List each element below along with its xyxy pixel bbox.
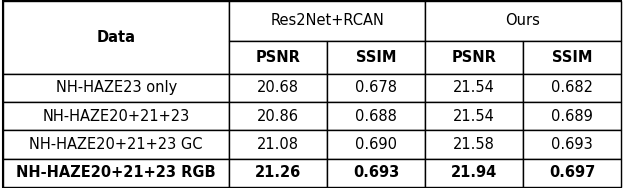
Bar	[425, 1, 621, 41]
Text: 0.689: 0.689	[551, 109, 593, 124]
Text: NH-HAZE20+21+23 RGB: NH-HAZE20+21+23 RGB	[16, 165, 216, 180]
Text: 21.26: 21.26	[255, 165, 301, 180]
Bar	[425, 74, 523, 102]
Bar	[229, 74, 327, 102]
Text: 0.690: 0.690	[355, 137, 397, 152]
Text: Data: Data	[97, 30, 135, 45]
Bar	[523, 102, 621, 130]
Text: Res2Net+RCAN: Res2Net+RCAN	[270, 14, 384, 28]
Bar	[425, 41, 523, 74]
Bar	[3, 130, 229, 159]
Bar	[425, 130, 523, 159]
Text: PSNR: PSNR	[256, 50, 301, 65]
Text: Ours: Ours	[505, 14, 540, 28]
Text: 21.54: 21.54	[453, 109, 495, 124]
Bar	[327, 74, 425, 102]
Bar	[3, 102, 229, 130]
Bar	[327, 102, 425, 130]
Text: 20.86: 20.86	[257, 109, 300, 124]
Text: 0.693: 0.693	[353, 165, 399, 180]
Bar	[425, 159, 523, 187]
Bar	[229, 102, 327, 130]
Bar	[3, 1, 229, 74]
Text: 21.94: 21.94	[451, 165, 497, 180]
Bar	[327, 159, 425, 187]
Bar	[523, 74, 621, 102]
Bar	[3, 159, 229, 187]
Text: 0.682: 0.682	[551, 80, 593, 95]
Bar	[523, 159, 621, 187]
Text: 0.693: 0.693	[551, 137, 593, 152]
Text: 20.68: 20.68	[257, 80, 300, 95]
Bar	[327, 41, 425, 74]
Text: 0.688: 0.688	[355, 109, 397, 124]
Bar	[3, 74, 229, 102]
Text: SSIM: SSIM	[356, 50, 396, 65]
Text: 21.08: 21.08	[257, 137, 300, 152]
Bar	[229, 1, 425, 41]
Text: PSNR: PSNR	[452, 50, 497, 65]
Text: 0.697: 0.697	[548, 165, 595, 180]
Text: 21.54: 21.54	[453, 80, 495, 95]
Bar	[523, 41, 621, 74]
Bar	[425, 102, 523, 130]
Bar	[229, 159, 327, 187]
Text: SSIM: SSIM	[552, 50, 592, 65]
Text: NH-HAZE20+21+23 GC: NH-HAZE20+21+23 GC	[29, 137, 203, 152]
Bar	[229, 41, 327, 74]
Text: 21.58: 21.58	[453, 137, 495, 152]
Text: 0.678: 0.678	[355, 80, 397, 95]
Text: NH-HAZE20+21+23: NH-HAZE20+21+23	[42, 109, 190, 124]
Text: NH-HAZE23 only: NH-HAZE23 only	[56, 80, 177, 95]
Bar	[327, 130, 425, 159]
Bar	[523, 130, 621, 159]
Bar	[229, 130, 327, 159]
